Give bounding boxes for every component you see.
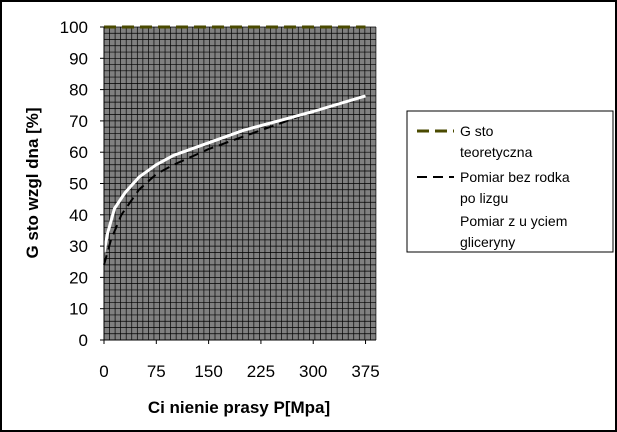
series-line-3 bbox=[102, 94, 366, 253]
legend: G sto teoretyczna Pomiar bez rodka po lizgu… bbox=[417, 123, 570, 250]
series-group bbox=[102, 25, 366, 266]
y-tick-label: 90 bbox=[69, 49, 88, 68]
y-tick-label: 60 bbox=[69, 143, 88, 162]
y-tick-label: 0 bbox=[79, 331, 88, 350]
x-tick-label: 375 bbox=[351, 362, 379, 381]
y-tick-labels: 0 10 20 30 40 50 60 70 80 90 100 bbox=[60, 18, 104, 350]
y-tick-label: 100 bbox=[60, 18, 88, 37]
y-tick-label: 30 bbox=[69, 237, 88, 256]
legend-label: Pomiar z u yciem bbox=[460, 213, 567, 229]
x-axis-title: Ci nienie prasy P[Mpa] bbox=[148, 398, 330, 417]
y-tick-label: 50 bbox=[69, 175, 88, 194]
y-tick-label: 80 bbox=[69, 81, 88, 100]
y-tick-label: 20 bbox=[69, 268, 88, 287]
legend-label: po lizgu bbox=[460, 190, 508, 206]
x-tick-label: 300 bbox=[299, 362, 327, 381]
legend-label: Pomiar bez rodka bbox=[460, 169, 570, 185]
x-tick-label: 225 bbox=[247, 362, 275, 381]
y-tick-label: 70 bbox=[69, 112, 88, 131]
legend-label: teoretyczna bbox=[460, 144, 533, 160]
y-axis-title: G sto wzgl dna [%] bbox=[23, 107, 42, 258]
x-tick-labels: 0 75 150 225 300 375 bbox=[99, 340, 380, 381]
x-tick-label: 0 bbox=[99, 362, 108, 381]
x-tick-label: 150 bbox=[194, 362, 222, 381]
legend-label: G sto bbox=[460, 123, 494, 139]
plot-grid bbox=[103, 26, 377, 341]
x-tick-label: 75 bbox=[147, 362, 166, 381]
legend-label: gliceryny bbox=[460, 234, 515, 250]
legend-box bbox=[406, 110, 614, 253]
y-tick-label: 40 bbox=[69, 206, 88, 225]
y-tick-label: 10 bbox=[69, 300, 88, 319]
